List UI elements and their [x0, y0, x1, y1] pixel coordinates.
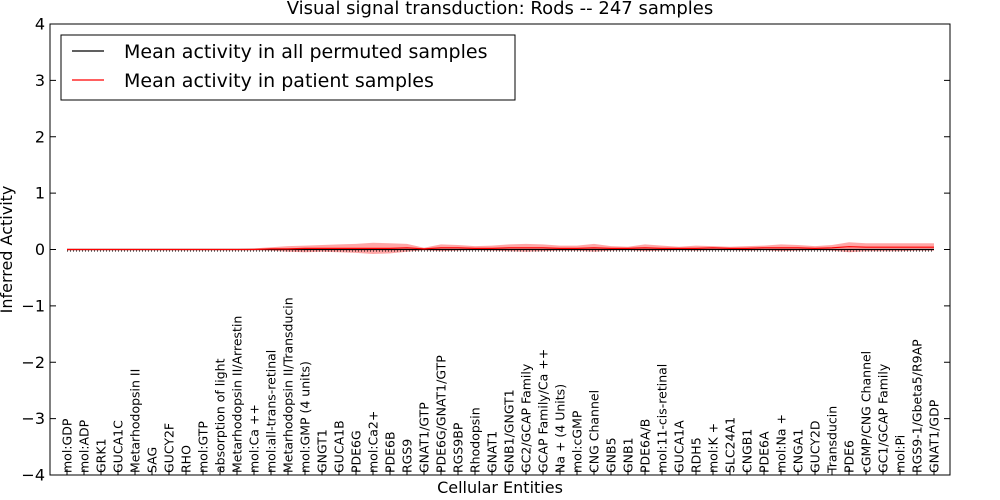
x-tick-label: GC1/GCAP Family — [876, 363, 891, 473]
x-tick-label: mol:Pi — [893, 435, 908, 473]
y-axis-ticks: −4 −3 −2 −1 0 1 2 3 4 — [21, 15, 950, 485]
x-tick-label: PDE6A — [757, 431, 772, 473]
y-tick-label: 4 — [35, 15, 45, 34]
x-tick-label: SAG — [145, 447, 160, 473]
y-axis-title: Inferred Activity — [0, 186, 16, 314]
x-tick-label: mol:Ca2+ — [366, 411, 381, 473]
x-tick-label: RGS9-1/Gbeta5/R9AP — [910, 339, 925, 473]
x-tick-label: Na + (4 Units) — [553, 384, 568, 473]
x-tick-label: CNG Channel — [587, 390, 602, 473]
x-tick-label: Metarhodopsin II — [128, 369, 143, 473]
x-tick-label: GNB5 — [604, 437, 619, 473]
y-tick-label: 3 — [35, 71, 45, 90]
x-tick-label: Metarhodopsin II/Arrestin — [230, 316, 245, 473]
x-tick-label: GNB1 — [621, 437, 636, 473]
x-tick-label: Transducin — [825, 406, 840, 474]
x-tick-label: Metarhodopsin II/Transducin — [281, 297, 296, 473]
x-tick-label: RGS9 — [400, 439, 415, 473]
x-tick-label: mol:GMP (4 units) — [298, 361, 313, 473]
y-tick-label: 1 — [35, 184, 45, 203]
x-tick-label: PDE6G — [349, 430, 364, 473]
x-tick-label: CNGB1 — [740, 429, 755, 473]
x-tick-label: GNAT1/GDP — [927, 399, 942, 473]
series-lines-layer — [67, 246, 934, 252]
x-axis-ticks: mol:GDP mol:ADP GRK1 GUCA1C Metarhodopsin II… — [60, 297, 942, 475]
x-tick-label: mol:Na + — [774, 414, 789, 473]
x-axis-title: Cellular Entities — [437, 478, 563, 497]
x-tick-label: mol:11-cis-retinal — [655, 364, 670, 473]
x-tick-label: mol:GDP — [60, 418, 75, 473]
y-tick-label: −4 — [21, 466, 45, 485]
series-line-1 — [67, 246, 934, 251]
x-tick-label: mol:GTP — [196, 421, 211, 473]
legend-label-patient: Mean activity in patient samples — [124, 70, 434, 92]
x-tick-label: PDE6 — [842, 440, 857, 473]
x-tick-label: CNGA1 — [791, 429, 806, 473]
x-tick-label: GUCY2F — [162, 423, 177, 473]
x-tick-label: RHO — [179, 445, 194, 473]
x-tick-label: GNB1/GNGT1 — [502, 389, 517, 473]
x-tick-label: RGS9BP — [451, 422, 466, 473]
x-tick-label: GC2/GCAP Family — [519, 363, 534, 473]
y-tick-label: −3 — [21, 409, 45, 428]
x-tick-label: RDH5 — [689, 437, 704, 473]
x-tick-label: GUCA1C — [111, 420, 126, 473]
x-tick-label: PDE6A/B — [638, 419, 653, 473]
x-tick-label: GNAT1 — [485, 431, 500, 473]
x-tick-label: mol:K + — [706, 423, 721, 473]
x-tick-label: mol:ADP — [77, 419, 92, 473]
legend-label-permuted: Mean activity in all permuted samples — [124, 41, 487, 63]
x-tick-label: GUCY2D — [808, 420, 823, 473]
x-tick-label: Rhodopsin — [468, 407, 483, 473]
legend: Mean activity in all permuted samples Me… — [60, 34, 516, 101]
y-tick-label: −2 — [21, 353, 45, 372]
y-tick-label: −1 — [21, 296, 45, 315]
x-tick-label: GUCA1A — [672, 420, 687, 473]
x-tick-label: mol:Ca ++ — [247, 404, 262, 473]
y-tick-label: 2 — [35, 127, 45, 146]
x-tick-label: cGMP/CNG Channel — [859, 351, 874, 473]
x-tick-label: GNGT1 — [315, 429, 330, 473]
x-tick-label: GRK1 — [94, 438, 109, 473]
x-tick-label: mol:all-trans-retinal — [264, 350, 279, 473]
legend-box — [60, 34, 516, 101]
x-tick-label: GUCA1B — [332, 420, 347, 473]
y-tick-label: 0 — [35, 240, 45, 259]
chart-title: Visual signal transduction: Rods -- 247 … — [287, 0, 714, 19]
x-tick-label: SLC24A1 — [723, 417, 738, 473]
x-tick-label: GNAT1/GTP — [417, 402, 432, 473]
x-tick-label: PDE6G/GNAT1/GTP — [434, 355, 449, 473]
x-tick-label: absorption of light — [213, 358, 228, 473]
x-tick-label: PDE6B — [383, 431, 398, 473]
x-tick-label: GCAP Family/Ca ++ — [536, 349, 551, 473]
x-tick-label: mol:cGMP — [570, 410, 585, 473]
